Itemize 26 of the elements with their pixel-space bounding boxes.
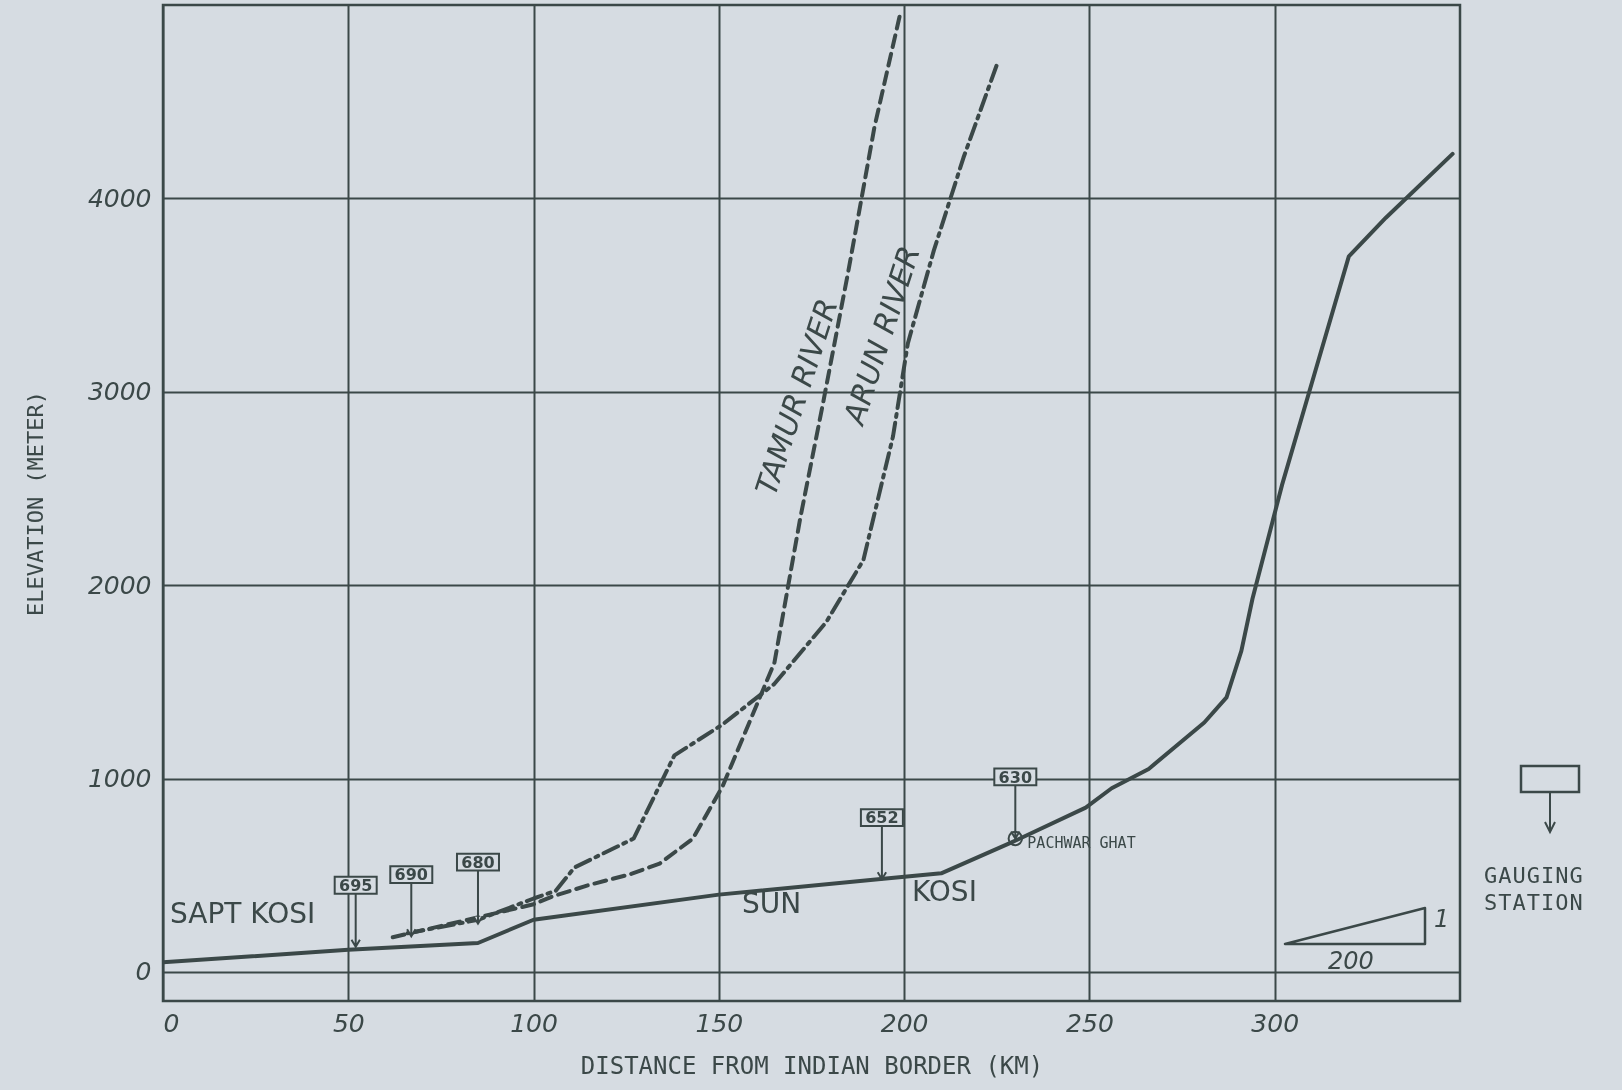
text: TAMUR RIVER	[748, 294, 845, 500]
y-tick-label: 1000	[87, 764, 152, 794]
annotation: 630	[998, 767, 1033, 787]
y-tick-label: 2000	[87, 570, 152, 600]
annotation: 680	[461, 852, 495, 872]
annotation: 1	[1434, 905, 1450, 933]
y-axis-title: ELEVATION (METER)	[22, 390, 48, 617]
annotation: 695	[338, 875, 373, 895]
x-axis-title: DISTANCE FROM INDIAN BORDER (KM)	[580, 1051, 1044, 1080]
annotation: SUN	[742, 887, 802, 920]
annotation: SAPT KOSI	[170, 897, 316, 930]
annotation: KOSI	[912, 875, 977, 908]
text: GAUGING STATION	[1484, 862, 1585, 916]
y-tick-label: 3000	[87, 377, 152, 407]
x-tick-label: 50	[332, 1008, 365, 1038]
x-tick-label: 100	[510, 1008, 558, 1038]
y-tick-label: 4000	[87, 183, 152, 213]
annotation: 690	[394, 865, 428, 885]
y-tick-label: 0	[135, 957, 152, 987]
x-tick-label: 250	[1066, 1008, 1114, 1038]
annotation: 200	[1328, 947, 1374, 975]
annotation: 652	[865, 808, 899, 828]
x-tick-label: 0	[163, 1008, 180, 1038]
x-tick-label: 200	[880, 1008, 929, 1038]
x-tick-label: 150	[695, 1008, 744, 1038]
x-tick-label: 300	[1251, 1008, 1300, 1038]
